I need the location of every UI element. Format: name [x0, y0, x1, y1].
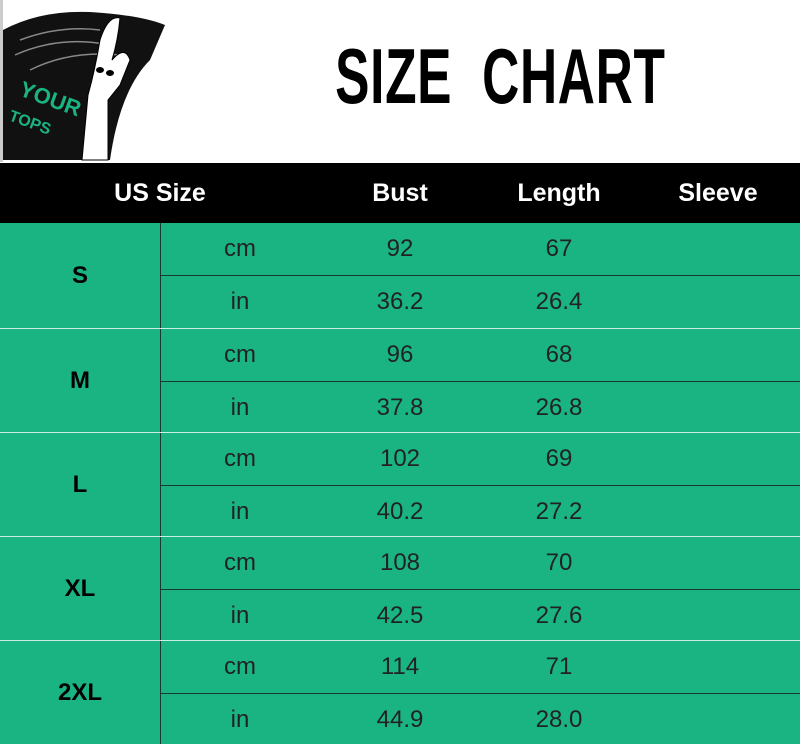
length-cell: 26.4 [535, 288, 583, 315]
unit-cell: cm [224, 549, 256, 576]
length-cell: 67 [545, 235, 573, 262]
size-label: M [0, 329, 161, 432]
table-row: cm 102 69 [161, 433, 800, 486]
bust-cell: 44.9 [376, 706, 424, 733]
table-row: cm 114 71 [161, 641, 800, 694]
size-group: XL cm 108 70 in 42.5 27.6 [0, 536, 800, 640]
header-bust: Bust [372, 179, 428, 207]
table-row: cm 108 70 [161, 537, 800, 590]
bust-cell: 37.8 [376, 394, 424, 421]
bust-cell: 92 [386, 235, 414, 262]
unit-cell: in [230, 602, 250, 629]
unit-cell: cm [224, 235, 256, 262]
size-group: M cm 96 68 in 37.8 26.8 [0, 328, 800, 432]
table-row: cm 92 67 [161, 223, 800, 276]
bust-cell: 108 [379, 549, 421, 576]
brand-logo-illustration: YOUR TOPS [0, 0, 165, 162]
page-title: SIZE CHART [335, 32, 666, 120]
table-row: cm 96 68 [161, 329, 800, 382]
bust-cell: 42.5 [376, 602, 424, 629]
size-label: 2XL [0, 641, 161, 744]
length-cell: 71 [545, 653, 573, 680]
header-length: Length [517, 179, 601, 207]
table-row: in 42.5 27.6 [161, 590, 800, 642]
unit-cell: in [230, 288, 250, 315]
unit-cell: in [230, 394, 250, 421]
size-table: S cm 92 67 in 36.2 26.4 M cm 96 68 in 37… [0, 223, 800, 744]
unit-cell: cm [224, 653, 256, 680]
header-sleeve: Sleeve [678, 179, 758, 207]
length-cell: 28.0 [535, 706, 583, 733]
unit-cell: cm [224, 341, 256, 368]
unit-cell: in [230, 498, 250, 525]
bust-cell: 114 [380, 653, 420, 680]
bust-cell: 96 [386, 341, 414, 368]
bust-cell: 36.2 [376, 288, 424, 315]
size-label: XL [0, 537, 161, 640]
length-cell: 26.8 [535, 394, 583, 421]
size-label: L [0, 433, 161, 536]
header-us-size: US Size [114, 179, 206, 207]
size-group: S cm 92 67 in 36.2 26.4 [0, 223, 800, 328]
table-row: in 40.2 27.2 [161, 486, 800, 538]
unit-cell: in [230, 706, 250, 733]
table-row: in 37.8 26.8 [161, 382, 800, 434]
length-cell: 69 [545, 445, 573, 472]
size-label: S [0, 223, 161, 328]
bust-cell: 40.2 [376, 498, 424, 525]
length-cell: 70 [545, 549, 573, 576]
table-row: in 36.2 26.4 [161, 276, 800, 328]
table-row: in 44.9 28.0 [161, 694, 800, 746]
size-group: L cm 102 69 in 40.2 27.2 [0, 432, 800, 536]
length-cell: 68 [545, 341, 573, 368]
table-header: US Size Bust Length Sleeve [0, 163, 800, 223]
length-cell: 27.6 [535, 602, 583, 629]
bust-cell: 102 [379, 445, 421, 472]
unit-cell: cm [224, 445, 256, 472]
length-cell: 27.2 [535, 498, 583, 525]
size-group: 2XL cm 114 71 in 44.9 28.0 [0, 640, 800, 744]
